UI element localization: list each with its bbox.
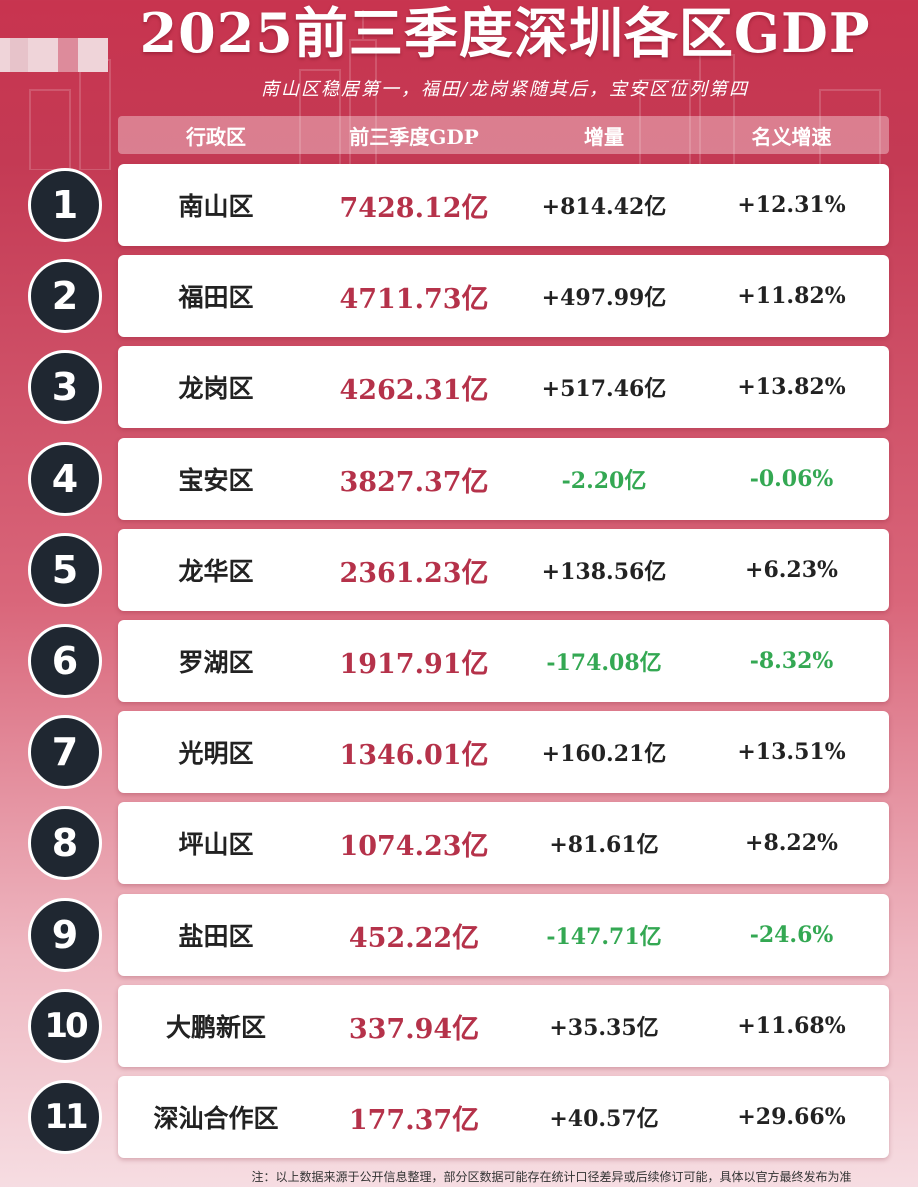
- growth-cell: +13.51%: [737, 739, 846, 765]
- district-cell: 南山区: [178, 192, 254, 221]
- table-row: 宝安区 3827.37亿 -2.20亿 -0.06%: [118, 438, 889, 520]
- district-cell: 罗湖区: [178, 648, 254, 677]
- gdp-cell: 177.37亿: [348, 1104, 480, 1136]
- rank-badge: 9: [28, 898, 102, 972]
- table-row: 光明区 1346.01亿 +160.21亿 +13.51%: [118, 711, 889, 793]
- rank-badge: 2: [28, 259, 102, 333]
- gdp-cell: 4711.73亿: [339, 283, 489, 315]
- increment-cell: -2.20亿: [561, 468, 647, 494]
- increment-cell: -174.08亿: [546, 650, 662, 676]
- gdp-cell: 7428.12亿: [339, 192, 489, 224]
- rank-badge: 5: [28, 533, 102, 607]
- district-cell: 龙华区: [178, 557, 254, 586]
- district-cell: 坪山区: [178, 830, 254, 859]
- gdp-cell: 1074.23亿: [339, 830, 489, 862]
- rank-badge: 4: [28, 442, 102, 516]
- header-district: 行政区: [186, 124, 246, 149]
- table-row: 盐田区 452.22亿 -147.71亿 -24.6%: [118, 894, 889, 976]
- rank-badge: 6: [28, 624, 102, 698]
- increment-cell: +497.99亿: [541, 285, 667, 311]
- table-row: 南山区 7428.12亿 +814.42亿 +12.31%: [118, 164, 889, 246]
- table-row: 深汕合作区 177.37亿 +40.57亿 +29.66%: [118, 1076, 889, 1158]
- increment-cell: +35.35亿: [549, 1015, 659, 1041]
- growth-cell: -8.32%: [749, 648, 834, 674]
- blurred-logo: [0, 38, 108, 72]
- increment-cell: +814.42亿: [541, 194, 667, 220]
- header-gdp: 前三季度GDP: [349, 124, 479, 149]
- table-row: 龙岗区 4262.31亿 +517.46亿 +13.82%: [118, 346, 889, 428]
- rank-badge: 8: [28, 806, 102, 880]
- table-header: 行政区 前三季度GDP 增量 名义增速: [118, 116, 889, 154]
- rank-badge: 11: [28, 1080, 102, 1154]
- header-growth: 名义增速: [751, 124, 832, 149]
- gdp-cell: 452.22亿: [348, 922, 480, 954]
- growth-cell: -24.6%: [749, 922, 834, 948]
- increment-cell: +138.56亿: [541, 559, 667, 585]
- growth-cell: +8.22%: [745, 830, 838, 856]
- table-row: 福田区 4711.73亿 +497.99亿 +11.82%: [118, 255, 889, 337]
- increment-cell: +40.57亿: [549, 1106, 659, 1132]
- growth-cell: +12.31%: [737, 192, 846, 218]
- gdp-cell: 4262.31亿: [339, 374, 489, 406]
- table-row: 大鹏新区 337.94亿 +35.35亿 +11.68%: [118, 985, 889, 1067]
- gdp-cell: 2361.23亿: [339, 557, 489, 589]
- district-cell: 宝安区: [178, 466, 254, 495]
- growth-cell: +11.68%: [737, 1013, 846, 1039]
- page-title: 2025前三季度深圳各区GDP: [139, 1, 871, 65]
- table-row: 罗湖区 1917.91亿 -174.08亿 -8.32%: [118, 620, 889, 702]
- district-cell: 光明区: [178, 739, 254, 768]
- district-cell: 福田区: [178, 283, 254, 312]
- district-cell: 深汕合作区: [153, 1104, 279, 1133]
- rank-badge: 7: [28, 715, 102, 789]
- rank-badge: 1: [28, 168, 102, 242]
- district-cell: 盐田区: [178, 922, 254, 951]
- increment-cell: +81.61亿: [549, 832, 659, 858]
- gdp-cell: 337.94亿: [348, 1013, 480, 1045]
- growth-cell: +6.23%: [745, 557, 838, 583]
- district-cell: 龙岗区: [178, 374, 254, 403]
- growth-cell: +11.82%: [737, 283, 846, 309]
- increment-cell: -147.71亿: [546, 924, 662, 950]
- increment-cell: +160.21亿: [541, 741, 667, 767]
- table-row: 坪山区 1074.23亿 +81.61亿 +8.22%: [118, 802, 889, 884]
- skyline-decoration: [29, 10, 881, 170]
- rank-badge: 10: [28, 989, 102, 1063]
- page-subtitle: 南山区稳居第一，福田/龙岗紧随其后，宝安区位列第四: [260, 79, 750, 100]
- header-increment: 增量: [584, 124, 624, 149]
- gdp-cell: 3827.37亿: [339, 466, 489, 498]
- rank-badge: 3: [28, 350, 102, 424]
- growth-cell: +29.66%: [737, 1104, 846, 1130]
- table-row: 龙华区 2361.23亿 +138.56亿 +6.23%: [118, 529, 889, 611]
- increment-cell: +517.46亿: [541, 376, 667, 402]
- footnote: 注：以上数据来源于公开信息整理，部分区数据可能存在统计口径差异或后续修订可能，具…: [251, 1170, 852, 1184]
- gdp-cell: 1346.01亿: [339, 739, 489, 771]
- district-cell: 大鹏新区: [165, 1013, 266, 1042]
- gdp-cell: 1917.91亿: [339, 648, 489, 680]
- growth-cell: +13.82%: [737, 374, 846, 400]
- growth-cell: -0.06%: [749, 466, 834, 492]
